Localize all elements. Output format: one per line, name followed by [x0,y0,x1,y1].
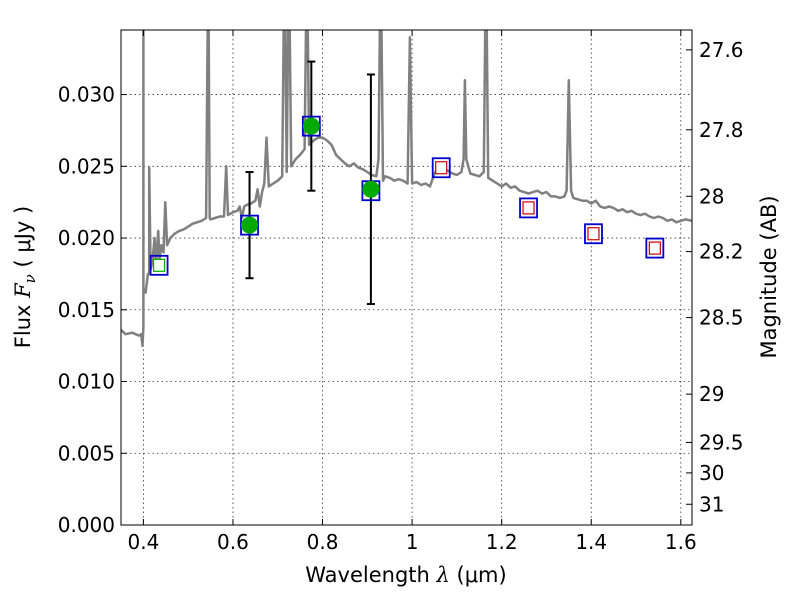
x-tick-label: 1.6 [665,530,697,554]
magnitude-tick-label: 29.5 [699,430,744,454]
synthetic-flux-box [584,223,603,245]
detection-point [241,216,259,234]
y-tick-label: 0.000 [58,513,115,537]
detection-point [362,180,380,198]
detection-point [302,117,320,135]
synthetic-flux-box [431,157,451,179]
synthetic-flux-box [149,254,169,276]
x-tick-label: 1.2 [486,530,518,554]
y-tick-label: 0.010 [58,370,115,394]
magnitude-axis-ticks: 27.6 27.8 28 28.2 28.5 29 29.5 30 31 [686,38,744,516]
magnitude-tick-label: 28 [699,184,724,208]
magnitude-tick-label: 30 [699,461,724,485]
magnitude-tick-label: 28.5 [699,306,744,330]
photometry-inner-square [152,258,166,272]
plot-area [121,30,692,347]
x-tick-label: 0.8 [307,530,339,554]
x-axis-label: Wavelength λ (μm) [305,563,506,587]
marker-layer [149,60,665,306]
model-flux-inner-square [522,201,535,215]
y-tick-label: 0.015 [58,298,115,322]
y-axis-label: Flux Fν ( μJy ) [11,206,39,348]
magnitude-tick-label: 29 [699,382,724,406]
synthetic-flux-box [645,237,665,259]
y-axis-ticks: 0.000 0.005 0.010 0.015 0.020 0.025 0.030 [58,83,127,537]
y-tick-label: 0.005 [58,441,115,465]
x-tick-label: 0.6 [217,530,249,554]
model-flux-inner-square [587,227,600,241]
model-flux-inner-square [435,161,448,175]
plot-frame [120,29,693,526]
x-tick-label: 1 [406,530,419,554]
magnitude-axis-label: Magnitude (AB) [757,195,781,358]
y-tick-label: 0.030 [58,83,115,107]
x-axis-ticks: 0.4 0.6 0.8 1 1.2 1.4 1.6 [127,30,697,554]
synthetic-flux-box [519,197,538,219]
magnitude-tick-label: 31 [699,492,724,516]
x-tick-label: 1.4 [575,530,607,554]
model-spectrum-line [121,30,692,347]
magnitude-tick-label: 27.6 [699,38,744,62]
y-tick-label: 0.025 [58,154,115,178]
y-tick-label: 0.020 [58,226,115,250]
magnitude-tick-label: 28.2 [699,240,744,264]
magnitude-tick-label: 27.8 [699,118,744,142]
x-tick-label: 0.4 [127,530,159,554]
model-flux-inner-square [648,241,661,255]
